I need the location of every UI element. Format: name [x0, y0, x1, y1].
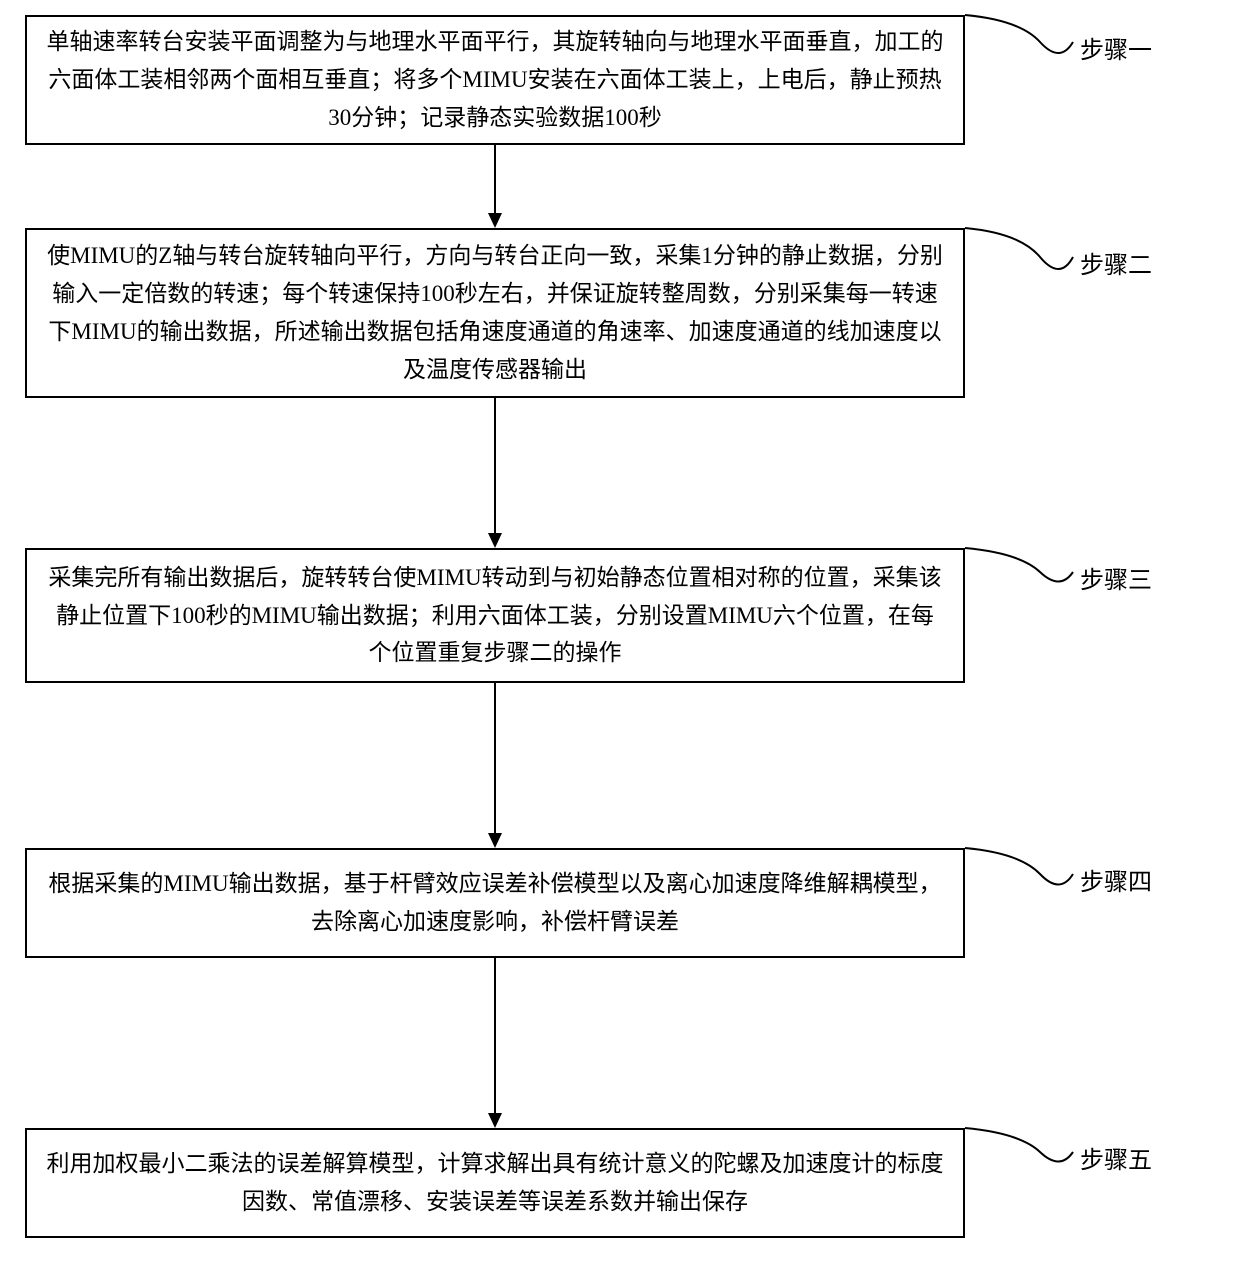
- step-box-1: 单轴速率转台安装平面调整为与地理水平面平行，其旋转轴向与地理水平面垂直，加工的六…: [25, 15, 965, 145]
- step-label-2: 步骤二: [1080, 245, 1152, 280]
- arrow-3: [485, 683, 505, 848]
- step-box-5: 利用加权最小二乘法的误差解算模型，计算求解出具有统计意义的陀螺及加速度计的标度因…: [25, 1128, 965, 1238]
- step-box-2: 使MIMU的Z轴与转台旋转轴向平行，方向与转台正向一致，采集1分钟的静止数据，分…: [25, 228, 965, 398]
- label-connector-2: [965, 228, 1075, 288]
- label-connector-1: [965, 15, 1075, 75]
- step-box-3: 采集完所有输出数据后，旋转转台使MIMU转动到与初始静态位置相对称的位置，采集该…: [25, 548, 965, 683]
- step-text-4: 根据采集的MIMU输出数据，基于杆臂效应误差补偿模型以及离心加速度降维解耦模型，…: [45, 865, 945, 941]
- step-text-3: 采集完所有输出数据后，旋转转台使MIMU转动到与初始静态位置相对称的位置，采集该…: [45, 559, 945, 673]
- label-connector-4: [965, 848, 1075, 908]
- arrow-2: [485, 398, 505, 548]
- flowchart-container: 单轴速率转台安装平面调整为与地理水平面平行，其旋转轴向与地理水平面垂直，加工的六…: [0, 0, 1240, 1268]
- label-connector-3: [965, 548, 1075, 608]
- step-text-5: 利用加权最小二乘法的误差解算模型，计算求解出具有统计意义的陀螺及加速度计的标度因…: [45, 1145, 945, 1221]
- arrow-4: [485, 958, 505, 1128]
- step-label-3: 步骤三: [1080, 560, 1152, 595]
- step-text-1: 单轴速率转台安装平面调整为与地理水平面平行，其旋转轴向与地理水平面垂直，加工的六…: [45, 23, 945, 137]
- step-label-5: 步骤五: [1080, 1140, 1152, 1175]
- step-label-1: 步骤一: [1080, 30, 1152, 65]
- arrow-1: [485, 145, 505, 228]
- step-label-4: 步骤四: [1080, 862, 1152, 897]
- step-box-4: 根据采集的MIMU输出数据，基于杆臂效应误差补偿模型以及离心加速度降维解耦模型，…: [25, 848, 965, 958]
- step-text-2: 使MIMU的Z轴与转台旋转轴向平行，方向与转台正向一致，采集1分钟的静止数据，分…: [45, 237, 945, 389]
- label-connector-5: [965, 1128, 1075, 1188]
